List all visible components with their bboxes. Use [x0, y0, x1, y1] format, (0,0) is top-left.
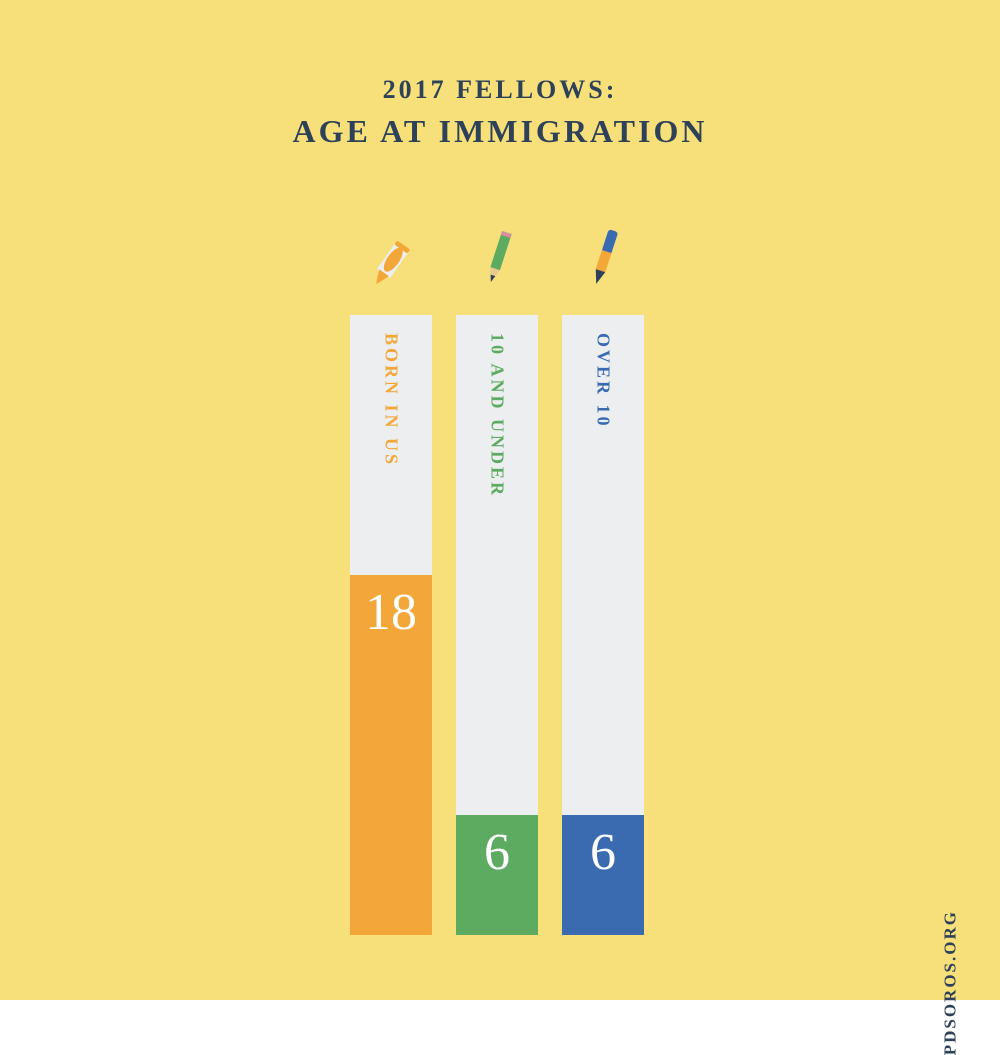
chart-title: 2017 FELLOWS: AGE AT IMMIGRATION — [0, 75, 1000, 150]
bar-over-10: OVER 10 6 — [562, 285, 644, 935]
crayon-icon — [351, 223, 431, 303]
bar-born-in-us: BORN IN US 18 — [350, 285, 432, 935]
pencil-icon — [457, 223, 537, 303]
bar-fill: 6 — [562, 815, 644, 935]
bar-value: 6 — [456, 823, 538, 882]
bar-fill: 6 — [456, 815, 538, 935]
bar-value: 18 — [350, 583, 432, 642]
bar-label: BORN IN US — [381, 333, 402, 467]
pen-icon — [563, 223, 643, 303]
bar-fill: 18 — [350, 575, 432, 935]
bar-value: 6 — [562, 823, 644, 882]
infographic-canvas: 2017 FELLOWS: AGE AT IMMIGRATION BORN IN… — [0, 0, 1000, 1000]
bar-label: OVER 10 — [593, 333, 614, 429]
title-line-1: 2017 FELLOWS: — [0, 75, 1000, 105]
bar-label: 10 AND UNDER — [487, 333, 508, 498]
title-line-2: AGE AT IMMIGRATION — [0, 113, 1000, 150]
bar-10-and-under: 10 AND UNDER 6 — [456, 285, 538, 935]
attribution-text: PDSOROS.ORG — [940, 910, 960, 1055]
bar-chart: BORN IN US 18 10 AND UNDER 6 — [350, 285, 670, 935]
